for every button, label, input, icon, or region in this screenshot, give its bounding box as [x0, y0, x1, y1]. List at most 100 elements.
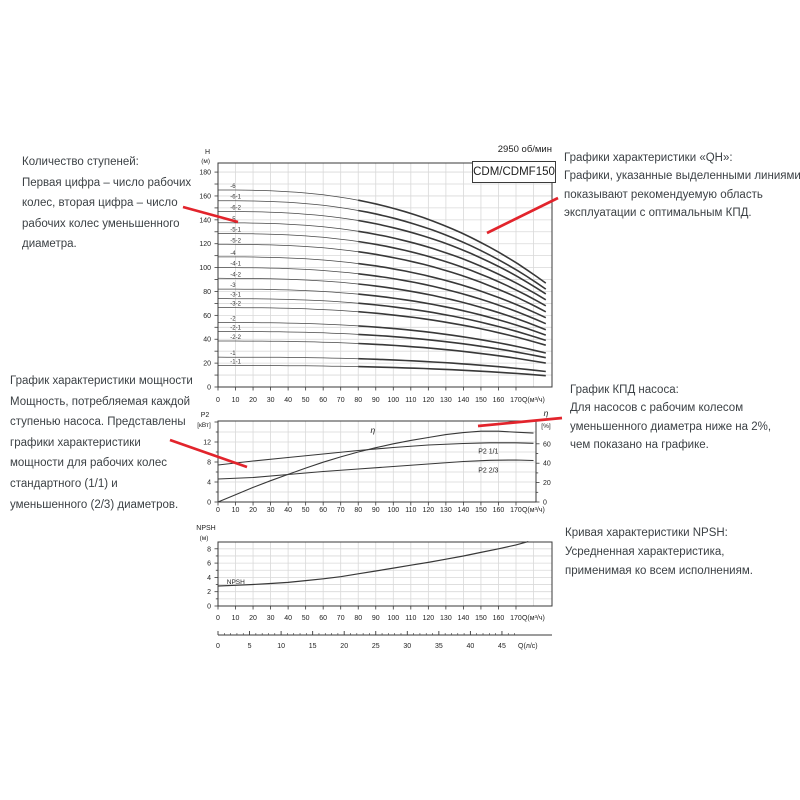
svg-text:30: 30 [267, 397, 275, 404]
curve-1-recommended [358, 357, 546, 373]
svg-text:80: 80 [203, 289, 211, 296]
svg-text:50: 50 [302, 507, 310, 514]
svg-text:-4-2: -4-2 [230, 272, 241, 278]
svg-text:-5-2: -5-2 [230, 238, 241, 244]
svg-text:60: 60 [319, 397, 327, 404]
svg-text:0: 0 [207, 385, 211, 392]
svg-text:40: 40 [467, 643, 475, 650]
svg-text:80: 80 [354, 507, 362, 514]
curve-4-2-recommended [358, 283, 547, 331]
svg-text:50: 50 [302, 615, 310, 622]
svg-text:0: 0 [216, 507, 220, 514]
curve-1-1-recommended [358, 365, 546, 377]
svg-text:170: 170 [510, 507, 522, 514]
curve-1-1 [218, 365, 359, 367]
svg-text:70: 70 [337, 507, 345, 514]
svg-text:-1-1: -1-1 [230, 360, 241, 366]
svg-text:90: 90 [372, 507, 380, 514]
curve-3-2 [218, 307, 359, 313]
curve-5-recommended [358, 230, 547, 301]
svg-text:η: η [371, 425, 376, 435]
annotation-arrow [477, 416, 563, 428]
svg-text:60: 60 [319, 507, 327, 514]
svg-text:120: 120 [199, 241, 211, 248]
svg-text:-6-1: -6-1 [230, 195, 241, 201]
curve-2-2-recommended [358, 342, 546, 364]
svg-text:(м): (м) [200, 535, 209, 542]
svg-text:25: 25 [372, 643, 380, 650]
curve-5-1-recommended [358, 240, 547, 307]
svg-text:40: 40 [284, 615, 292, 622]
svg-text:140: 140 [458, 507, 470, 514]
svg-text:170: 170 [510, 615, 522, 622]
svg-text:120: 120 [423, 397, 435, 404]
svg-text:60: 60 [319, 615, 327, 622]
svg-text:100: 100 [387, 615, 399, 622]
svg-text:NPSH: NPSH [227, 579, 245, 586]
curve-2-recommended [358, 325, 546, 354]
svg-text:4: 4 [207, 575, 211, 582]
svg-text:0: 0 [207, 604, 211, 611]
annotation-efficiency: График КПД насоса: Для насосов с рабочим… [570, 384, 772, 451]
svg-text:-4-1: -4-1 [230, 262, 241, 268]
svg-text:45: 45 [498, 643, 506, 650]
svg-text:15: 15 [309, 643, 317, 650]
svg-text:P2 2/3: P2 2/3 [478, 468, 498, 475]
svg-text:100: 100 [387, 397, 399, 404]
svg-text:η: η [544, 408, 549, 418]
svg-text:-2-1: -2-1 [230, 325, 241, 331]
svg-text:-4: -4 [230, 251, 236, 257]
svg-text:12: 12 [203, 440, 211, 447]
svg-text:-5-1: -5-1 [230, 228, 241, 234]
svg-text:120: 120 [423, 507, 435, 514]
svg-text:-3-2: -3-2 [230, 302, 241, 308]
qh-chart: -6-6-1-6-2-5-5-1-5-2-4-4-1-4-2-3-3-1-3-2… [199, 149, 553, 404]
svg-text:130: 130 [440, 397, 452, 404]
curve-2 [218, 322, 359, 327]
annotation-npsh: Кривая характеристики NPSH: Усредненная … [565, 527, 753, 577]
annotation-arrows [169, 196, 563, 469]
curve-6-2-recommended [358, 219, 547, 295]
svg-text:60: 60 [203, 313, 211, 320]
svg-text:130: 130 [440, 507, 452, 514]
svg-text:170: 170 [510, 397, 522, 404]
svg-text:10: 10 [277, 643, 285, 650]
svg-text:0: 0 [216, 615, 220, 622]
svg-text:0: 0 [207, 500, 211, 507]
svg-text:P2: P2 [201, 412, 210, 419]
curve-η [217, 430, 534, 503]
curve-5-2-recommended [358, 250, 547, 313]
svg-text:20: 20 [249, 615, 257, 622]
svg-text:140: 140 [458, 397, 470, 404]
curve-6-recommended [358, 199, 547, 284]
svg-text:Q(м³/ч): Q(м³/ч) [522, 397, 545, 404]
svg-text:8: 8 [207, 546, 211, 553]
model-box: CDM/CDMF150 [472, 161, 556, 183]
svg-text:120: 120 [423, 615, 435, 622]
svg-text:-3: -3 [230, 283, 236, 289]
curve-3-1-recommended [358, 302, 547, 342]
svg-text:Q(м³/ч): Q(м³/ч) [522, 507, 545, 514]
svg-text:150: 150 [475, 615, 487, 622]
svg-text:70: 70 [337, 615, 345, 622]
curve-6-2 [218, 211, 359, 221]
curve-2-2 [218, 340, 359, 344]
svg-text:40: 40 [203, 337, 211, 344]
svg-text:100: 100 [387, 507, 399, 514]
svg-text:130: 130 [440, 615, 452, 622]
svg-text:-6: -6 [230, 184, 236, 190]
svg-text:6: 6 [207, 561, 211, 568]
svg-text:-6-2: -6-2 [230, 205, 241, 211]
svg-text:20: 20 [340, 643, 348, 650]
svg-text:0: 0 [543, 500, 547, 507]
svg-text:10: 10 [232, 507, 240, 514]
curve-4-1-recommended [358, 273, 547, 325]
svg-text:H: H [205, 149, 210, 156]
svg-text:40: 40 [543, 461, 551, 468]
svg-text:20: 20 [543, 480, 551, 487]
curve-5-1 [218, 233, 359, 242]
curve-6 [218, 189, 359, 201]
svg-text:10: 10 [232, 397, 240, 404]
svg-text:40: 40 [284, 397, 292, 404]
svg-text:35: 35 [435, 643, 443, 650]
